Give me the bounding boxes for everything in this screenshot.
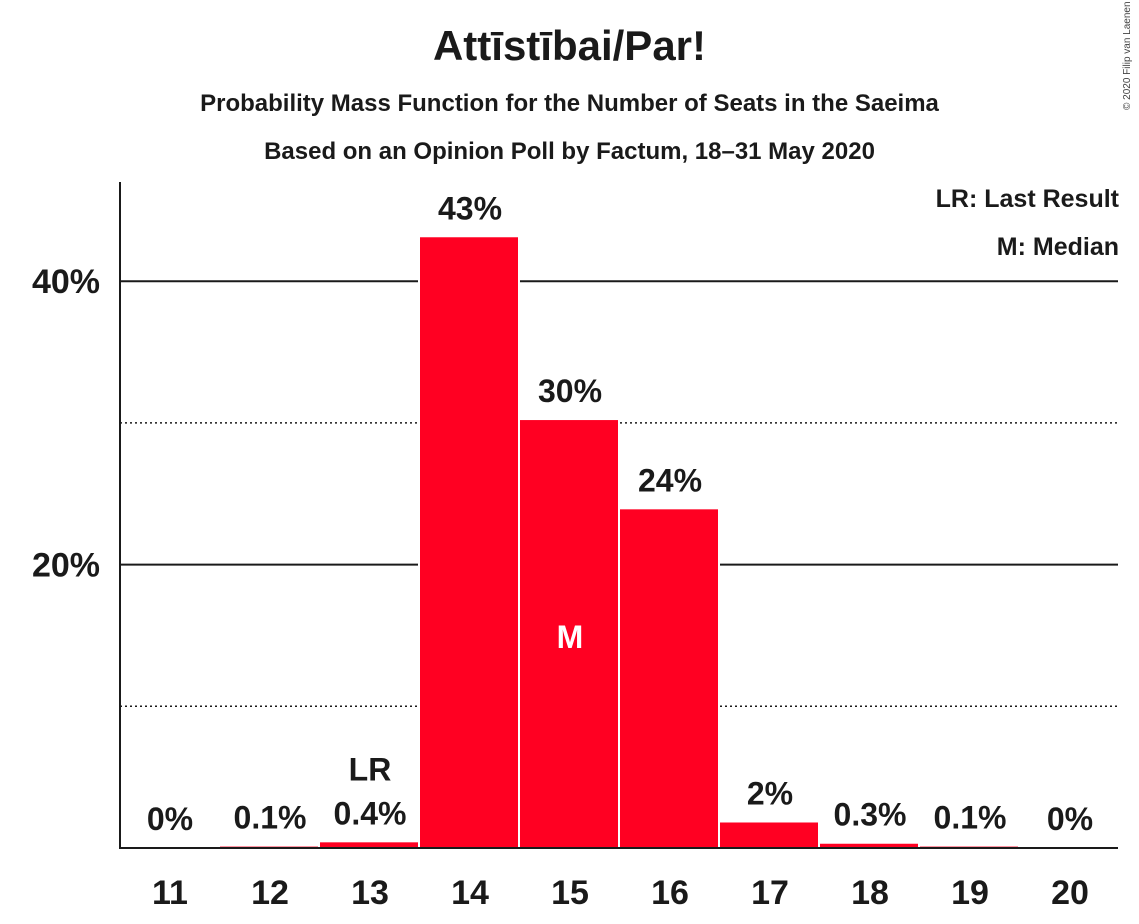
data-label: 24% [638,462,702,498]
y-tick-label: 20% [32,547,100,585]
x-tick-label: 16 [651,874,689,912]
bar-seat-16 [620,509,718,848]
data-label: 30% [538,373,602,409]
legend-median: M: Median [996,233,1119,261]
bar-seat-15 [520,420,618,848]
x-tick-label: 13 [351,874,389,912]
chart-title: Attīstībai/Par! [432,22,707,69]
data-label: 0.1% [234,800,307,836]
bar-gap [218,844,320,848]
bar-seat-14 [420,237,518,849]
y-tick-label: 40% [32,263,100,301]
x-tick-label: 11 [152,874,188,912]
last-result-marker: LR [349,751,392,787]
chart-subtitle: Probability Mass Function for the Number… [200,90,939,117]
bar-seat-13 [320,842,418,848]
data-label: 0.3% [834,797,907,833]
x-tick-label: 12 [251,874,289,912]
bar-gap [918,844,1020,848]
x-tick-label: 19 [951,874,989,912]
data-label: 0% [147,801,193,837]
data-label: 0.1% [934,800,1007,836]
x-tick-label: 18 [851,874,889,912]
data-label: 2% [747,775,793,811]
x-tick-label: 20 [1051,874,1089,912]
x-tick-label: 17 [751,874,789,912]
chart-subtitle-source: Based on an Opinion Poll by Factum, 18–3… [264,138,875,165]
bar-seat-18 [820,843,918,848]
median-marker: M [557,619,584,655]
legend-last-result: LR: Last Result [935,185,1119,213]
data-label: 43% [438,190,502,226]
data-label: 0% [1047,801,1093,837]
x-tick-label: 14 [451,874,489,912]
x-tick-label: 15 [551,874,589,912]
data-label: 0.4% [334,795,407,831]
bar-seat-17 [720,822,818,848]
